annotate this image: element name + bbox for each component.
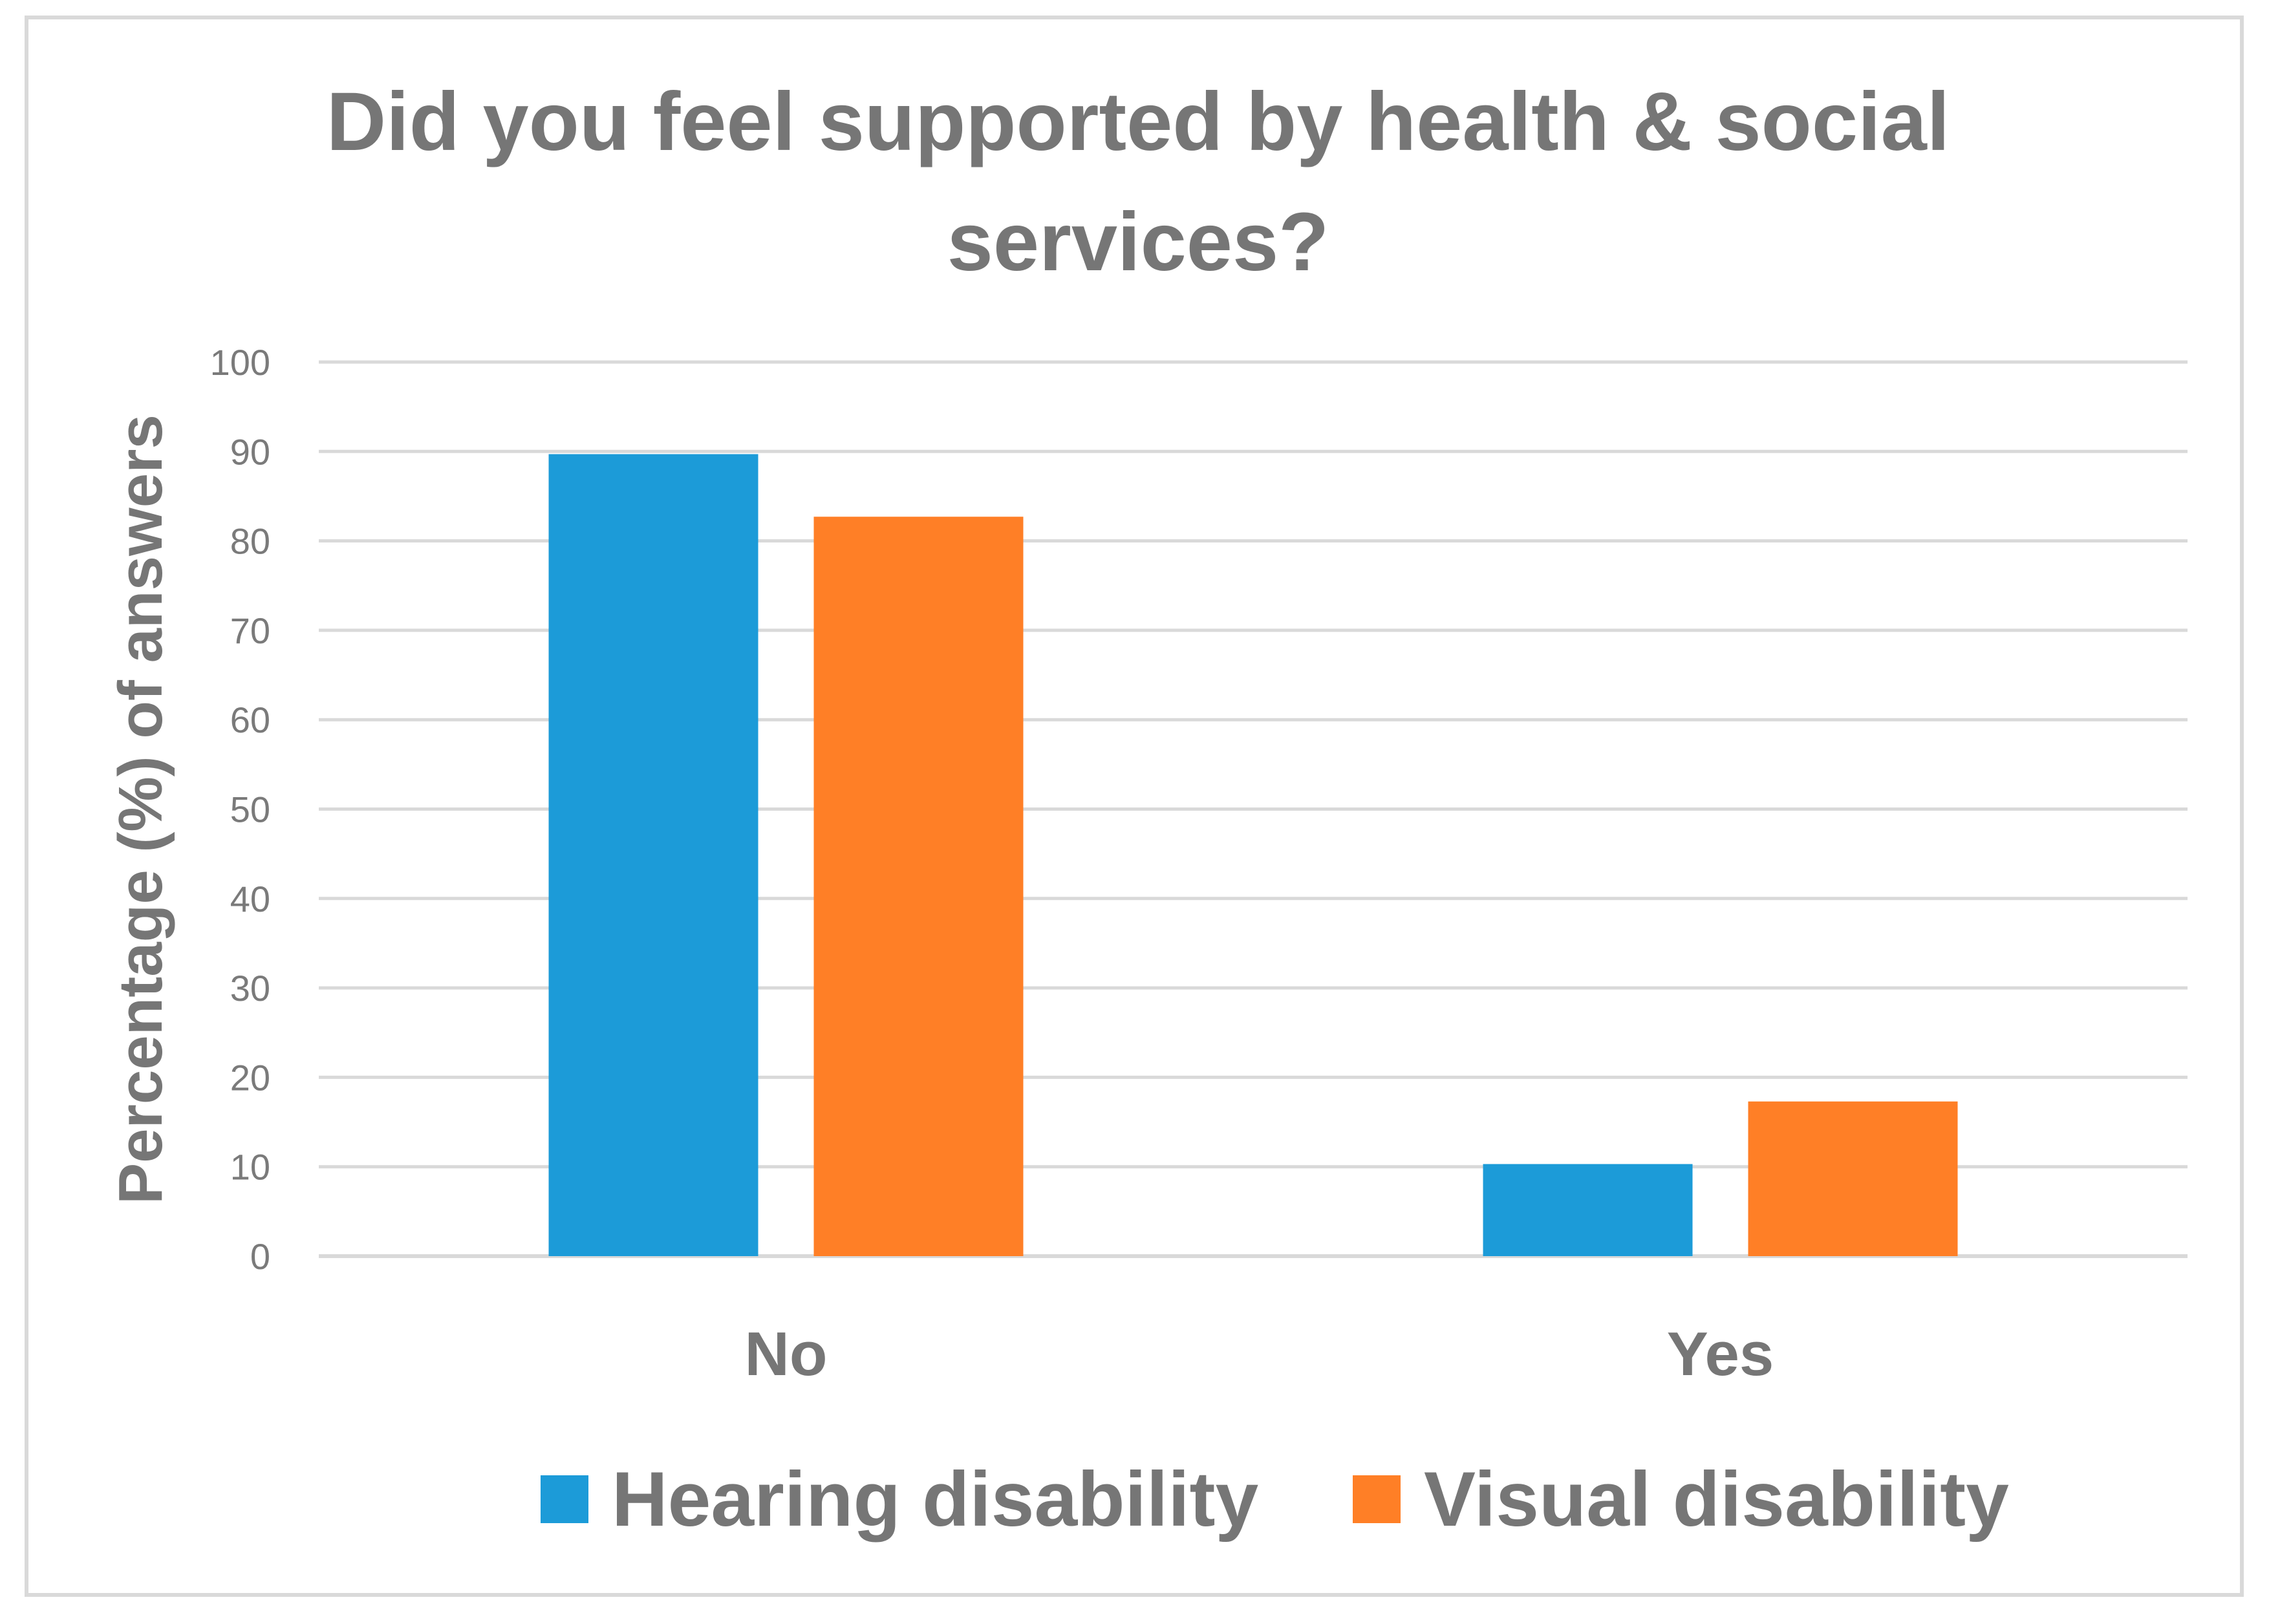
legend-swatch-visual-disability [1353,1475,1401,1523]
x-category-label: Yes [1667,1320,1774,1389]
y-tick-label: 10 [230,1147,270,1188]
y-tick-label: 0 [250,1236,270,1277]
y-tick-label: 40 [230,879,270,919]
y-tick-label: 90 [230,431,270,472]
y-tick-label: 30 [230,968,270,1009]
y-tick-label: 100 [210,342,270,383]
y-tick-label: 60 [230,700,270,740]
chart-title-line-2: services? [947,196,1329,288]
chart-frame [25,16,2244,1597]
bar-no-visual-disability [813,517,1024,1256]
bars [548,454,1958,1256]
y-tick-label: 50 [230,789,270,830]
x-axis-categories: No Yes [745,1320,1774,1389]
y-tick-label: 70 [230,610,270,651]
chart-title-line-1: Did you feel supported by health & socia… [327,76,1950,168]
y-axis-ticks: 0 10 20 30 40 50 60 70 80 90 100 [210,342,270,1277]
bar-yes-visual-disability [1748,1101,1958,1256]
chart-title: Did you feel supported by health & socia… [327,76,1950,288]
legend-swatch-hearing-disability [541,1475,588,1523]
bar-yes-hearing-disability [1483,1164,1693,1256]
x-category-label: No [745,1320,828,1389]
y-axis-label: Percentage (%) of answers [106,414,175,1204]
bar-no-hearing-disability [548,454,758,1256]
legend-label: Visual disability [1424,1456,2009,1543]
legend-label: Hearing disability [612,1456,1259,1543]
y-tick-label: 80 [230,521,270,562]
y-tick-label: 20 [230,1057,270,1098]
legend: Hearing disability Visual disability [541,1456,2009,1543]
